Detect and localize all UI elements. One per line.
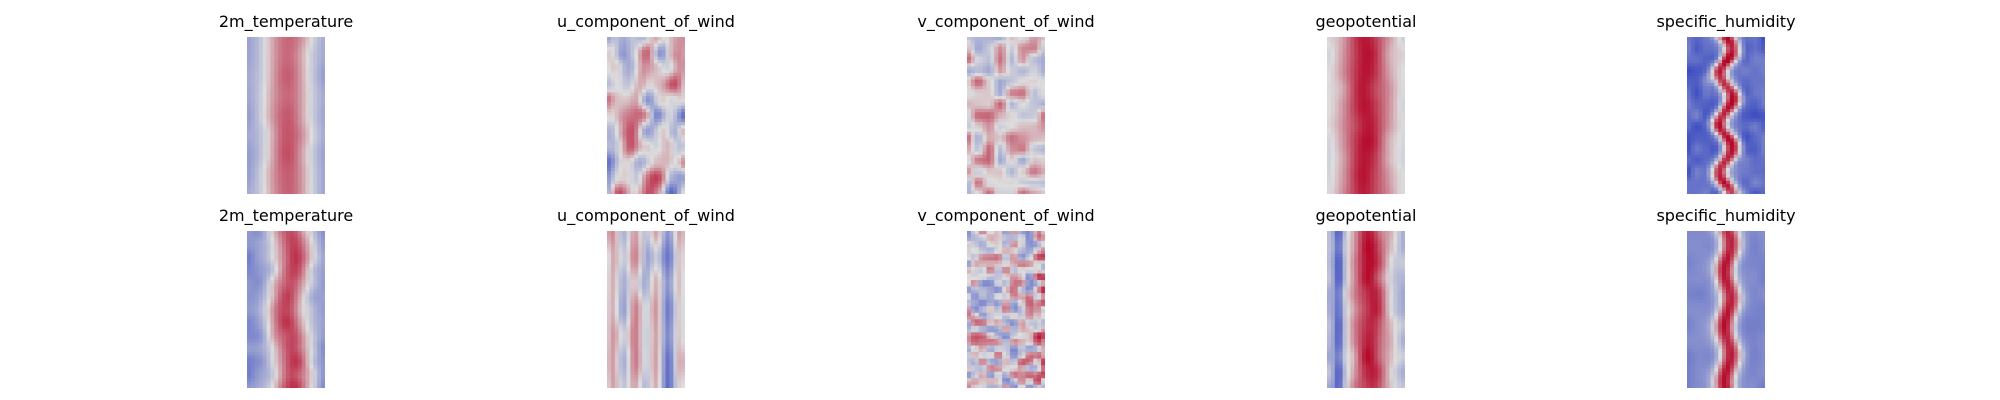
heatmap-image xyxy=(1687,37,1765,194)
panel-title: specific_humidity xyxy=(1656,206,1796,225)
heatmap-panel xyxy=(967,37,1045,194)
heatmap-image xyxy=(247,37,325,194)
panel-title: 2m_temperature xyxy=(218,12,354,31)
heatmap-panel xyxy=(1327,231,1405,388)
heatmap-panel xyxy=(247,37,325,194)
panel-title: specific_humidity xyxy=(1656,12,1796,31)
panel-title: 2m_temperature xyxy=(218,206,354,225)
panel-title: v_component_of_wind xyxy=(917,12,1095,31)
heatmap-panel xyxy=(607,231,685,388)
heatmap-panel xyxy=(607,37,685,194)
panel-title: u_component_of_wind xyxy=(557,12,735,31)
heatmap-image xyxy=(967,37,1045,194)
heatmap-image xyxy=(607,37,685,194)
heatmap-image xyxy=(1327,37,1405,194)
panel-title: u_component_of_wind xyxy=(557,206,735,225)
heatmap-image xyxy=(607,231,685,388)
heatmap-panel xyxy=(1327,37,1405,194)
heatmap-panel xyxy=(1687,37,1765,194)
heatmap-panel xyxy=(967,231,1045,388)
panel-title: geopotential xyxy=(1315,12,1417,31)
heatmap-image xyxy=(967,231,1045,388)
panel-title: geopotential xyxy=(1315,206,1417,225)
panel-title: v_component_of_wind xyxy=(917,206,1095,225)
heatmap-image xyxy=(1327,231,1405,388)
heatmap-image xyxy=(247,231,325,388)
heatmap-panel xyxy=(1687,231,1765,388)
heatmap-image xyxy=(1687,231,1765,388)
heatmap-panel xyxy=(247,231,325,388)
